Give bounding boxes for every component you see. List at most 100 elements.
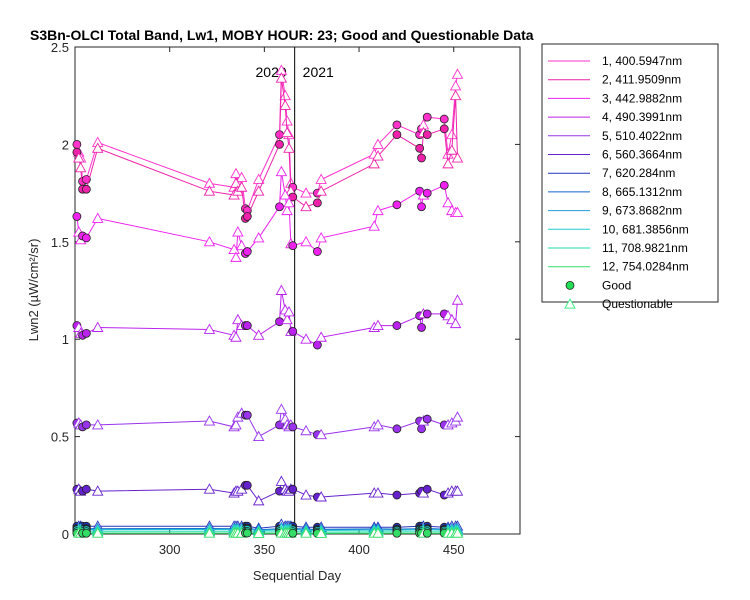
good-point: [415, 143, 425, 153]
questionable-point: [372, 487, 384, 498]
questionable-point: [451, 206, 464, 218]
questionable-point: [230, 177, 242, 188]
series-3: [72, 165, 464, 262]
good-point: [288, 422, 298, 432]
questionable-point: [230, 251, 242, 262]
good-point: [288, 327, 298, 336]
legend-good-marker: [565, 280, 575, 290]
good-point: [242, 247, 252, 256]
chart-title: S3Bn-OLCI Total Band, Lw1, MOBY HOUR: 23…: [30, 27, 534, 43]
legend-good-label: Good: [602, 278, 631, 292]
x-tick-label: 350: [254, 542, 276, 557]
questionable-point: [300, 235, 312, 247]
questionable-point: [252, 185, 265, 196]
questionable-point: [300, 527, 312, 538]
questionable-point: [451, 411, 464, 422]
questionable-point: [300, 333, 312, 344]
y-axis: 0 0.5 1 1.5 2 2.5: [51, 40, 520, 542]
good-point: [392, 321, 402, 330]
questionable-point: [451, 294, 464, 305]
good-point: [275, 139, 284, 149]
series-5: [72, 403, 464, 442]
good-point: [417, 424, 426, 434]
legend-entry: 10, 681.3856nm: [602, 222, 689, 236]
good-point: [422, 112, 432, 122]
questionable-point: [252, 494, 265, 506]
legend-entry: 1, 400.5947nm: [602, 54, 682, 68]
questionable-point: [368, 220, 380, 231]
questionable-point: [449, 89, 462, 101]
questionable-point: [275, 72, 288, 83]
legend-questionable-label: Questionable: [602, 297, 673, 311]
questionable-point: [372, 138, 384, 149]
good-point: [275, 317, 284, 327]
good-point: [417, 153, 426, 163]
legend-entry: 9, 673.8682nm: [602, 204, 682, 218]
good-point: [81, 420, 91, 430]
questionable-point: [275, 403, 288, 414]
y-tick-label: 0: [62, 527, 69, 542]
questionable-point: [442, 196, 454, 208]
questionable-point: [230, 331, 242, 342]
questionable-point: [283, 306, 295, 317]
questionable-point: [315, 173, 327, 184]
questionable-point: [451, 527, 464, 538]
good-point: [312, 198, 322, 208]
questionable-point: [372, 418, 384, 430]
questionable-point: [449, 317, 462, 329]
good-point: [439, 124, 449, 134]
legend-entry: 2, 411.9509nm: [602, 73, 681, 87]
questionable-point: [283, 196, 295, 208]
good-point: [392, 130, 402, 140]
good-point: [422, 528, 432, 538]
questionable-point: [315, 527, 327, 538]
year-divider: 2020 2021: [256, 47, 334, 534]
good-point: [422, 484, 432, 494]
legend-entry: 6, 560.3664nm: [602, 148, 682, 162]
good-point: [288, 528, 298, 538]
questionable-point: [281, 115, 293, 126]
series-layer: [72, 64, 464, 538]
questionable-point: [279, 189, 291, 200]
questionable-point: [451, 485, 464, 496]
questionable-point: [451, 152, 464, 163]
questionable-point: [275, 284, 288, 295]
questionable-point: [91, 527, 104, 538]
good-point: [392, 528, 402, 538]
good-point: [288, 241, 298, 251]
questionable-point: [91, 212, 104, 223]
x-tick-label: 300: [159, 542, 181, 557]
questionable-point: [315, 331, 327, 342]
x-axis-label: Sequential Day: [253, 568, 342, 583]
questionable-point: [91, 485, 104, 496]
questionable-point: [91, 142, 104, 153]
y-axis-label: Lwn2 (µW/cm²/sr): [26, 239, 41, 342]
questionable-point: [300, 187, 312, 198]
good-point: [288, 484, 298, 494]
good-point: [392, 120, 402, 130]
questionable-point: [281, 204, 293, 216]
questionable-point: [252, 430, 265, 442]
questionable-point: [315, 491, 327, 502]
questionable-point: [368, 157, 380, 169]
good-point: [275, 202, 284, 212]
y-tick-label: 1: [62, 332, 69, 347]
questionable-point: [372, 204, 384, 216]
questionable-point: [300, 200, 312, 212]
good-point: [81, 184, 91, 194]
series-4: [72, 284, 464, 350]
questionable-point: [281, 313, 293, 325]
legend-questionable-marker: [564, 298, 576, 309]
good-point: [417, 323, 426, 332]
questionable-point: [252, 231, 265, 243]
good-point: [72, 212, 82, 221]
good-point: [422, 309, 432, 319]
legend-entry: 12, 754.0284nm: [602, 260, 689, 274]
good-point: [392, 200, 402, 210]
questionable-point: [372, 150, 384, 161]
questionable-point: [252, 527, 265, 538]
series-12: [72, 527, 464, 538]
questionable-point: [281, 126, 293, 138]
questionable-point: [203, 415, 216, 426]
